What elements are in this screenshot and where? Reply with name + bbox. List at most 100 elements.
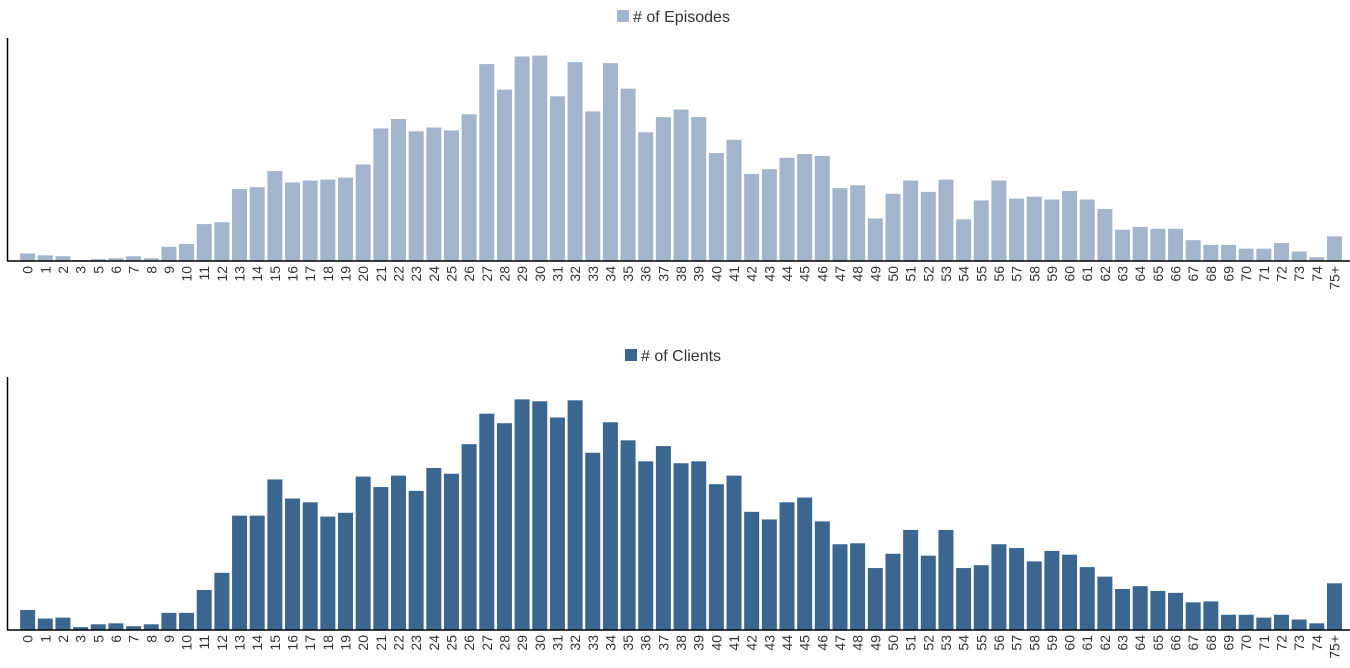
clients-bar-53[interactable] xyxy=(938,529,954,630)
episodes-bar-38[interactable] xyxy=(673,109,689,261)
clients-bar-24[interactable] xyxy=(426,468,442,630)
clients-bar-49[interactable] xyxy=(867,568,883,630)
episodes-bar-60[interactable] xyxy=(1062,190,1078,261)
clients-bar-27[interactable] xyxy=(479,413,495,630)
episodes-bar-40[interactable] xyxy=(708,153,724,261)
episodes-bar-20[interactable] xyxy=(355,164,371,261)
clients-bar-56[interactable] xyxy=(991,544,1007,630)
clients-bar-13[interactable] xyxy=(232,515,248,630)
episodes-bar-69[interactable] xyxy=(1221,244,1237,261)
episodes-bar-21[interactable] xyxy=(373,128,389,261)
clients-bar-19[interactable] xyxy=(338,512,354,630)
episodes-bar-55[interactable] xyxy=(973,200,989,261)
episodes-bar-5[interactable] xyxy=(90,259,106,261)
episodes-bar-74[interactable] xyxy=(1309,257,1325,261)
clients-bar-67[interactable] xyxy=(1185,602,1201,630)
clients-bar-54[interactable] xyxy=(956,568,972,630)
episodes-bar-65[interactable] xyxy=(1150,228,1166,261)
episodes-bar-32[interactable] xyxy=(567,62,583,262)
clients-bar-73[interactable] xyxy=(1291,619,1307,630)
clients-bar-25[interactable] xyxy=(443,473,459,630)
episodes-bar-71[interactable] xyxy=(1256,248,1272,261)
episodes-bar-72[interactable] xyxy=(1273,243,1289,261)
episodes-bar-12[interactable] xyxy=(214,222,230,261)
clients-bar-26[interactable] xyxy=(461,444,477,630)
clients-bar-28[interactable] xyxy=(496,423,512,630)
episodes-bar-26[interactable] xyxy=(461,114,477,262)
episodes-bar-1[interactable] xyxy=(37,255,53,261)
clients-bar-64[interactable] xyxy=(1132,586,1148,630)
clients-bar-45[interactable] xyxy=(797,497,813,630)
clients-bar-36[interactable] xyxy=(638,461,654,630)
clients-bar-42[interactable] xyxy=(744,511,760,630)
clients-bar-2[interactable] xyxy=(55,617,71,630)
clients-bar-18[interactable] xyxy=(320,516,336,630)
clients-bar-12[interactable] xyxy=(214,572,230,630)
episodes-legend[interactable]: # of Episodes xyxy=(617,9,730,26)
clients-bar-46[interactable] xyxy=(814,521,830,630)
clients-bar-20[interactable] xyxy=(355,476,371,630)
clients-bar-58[interactable] xyxy=(1026,561,1042,630)
episodes-bar-42[interactable] xyxy=(744,173,760,261)
clients-bar-14[interactable] xyxy=(249,515,265,630)
episodes-bar-34[interactable] xyxy=(602,63,618,262)
episodes-bar-43[interactable] xyxy=(761,169,777,261)
episodes-bar-22[interactable] xyxy=(390,119,406,261)
clients-bar-11[interactable] xyxy=(196,589,212,630)
clients-bar-74[interactable] xyxy=(1309,623,1325,630)
episodes-bar-53[interactable] xyxy=(938,179,954,261)
clients-bar-57[interactable] xyxy=(1009,548,1025,630)
episodes-bar-8[interactable] xyxy=(143,258,159,261)
episodes-bar-10[interactable] xyxy=(179,243,195,261)
episodes-bar-54[interactable] xyxy=(956,219,972,261)
episodes-bar-47[interactable] xyxy=(832,188,848,261)
episodes-bar-63[interactable] xyxy=(1115,229,1131,261)
clients-bar-15[interactable] xyxy=(267,479,283,630)
clients-bar-34[interactable] xyxy=(602,422,618,630)
episodes-bar-46[interactable] xyxy=(814,155,830,261)
clients-bar-70[interactable] xyxy=(1238,614,1254,630)
clients-bar-44[interactable] xyxy=(779,502,795,630)
episodes-bar-31[interactable] xyxy=(549,96,565,261)
clients-bar-5[interactable] xyxy=(90,624,106,630)
episodes-bar-70[interactable] xyxy=(1238,248,1254,261)
episodes-bar-56[interactable] xyxy=(991,180,1007,261)
clients-bar-17[interactable] xyxy=(302,502,318,630)
clients-bar-71[interactable] xyxy=(1256,617,1272,630)
episodes-bar-9[interactable] xyxy=(161,246,177,261)
clients-bar-61[interactable] xyxy=(1079,567,1095,630)
episodes-bar-44[interactable] xyxy=(779,157,795,261)
episodes-bar-75+[interactable] xyxy=(1326,236,1342,261)
episodes-bar-62[interactable] xyxy=(1097,208,1113,261)
episodes-bar-11[interactable] xyxy=(196,224,212,261)
clients-bar-9[interactable] xyxy=(161,612,177,630)
episodes-bar-73[interactable] xyxy=(1291,251,1307,261)
clients-bar-48[interactable] xyxy=(850,543,866,630)
clients-bar-39[interactable] xyxy=(691,461,707,630)
clients-bar-72[interactable] xyxy=(1273,614,1289,630)
clients-bar-8[interactable] xyxy=(143,624,159,630)
clients-bar-10[interactable] xyxy=(179,612,195,630)
clients-bar-63[interactable] xyxy=(1115,589,1131,630)
clients-bar-23[interactable] xyxy=(408,490,424,630)
episodes-bar-14[interactable] xyxy=(249,187,265,261)
episodes-bar-66[interactable] xyxy=(1168,228,1184,261)
clients-bar-32[interactable] xyxy=(567,400,583,630)
clients-bar-38[interactable] xyxy=(673,463,689,630)
episodes-bar-13[interactable] xyxy=(232,189,248,261)
episodes-bar-6[interactable] xyxy=(108,258,124,261)
episodes-bar-27[interactable] xyxy=(479,64,495,261)
clients-bar-41[interactable] xyxy=(726,475,742,630)
episodes-bar-41[interactable] xyxy=(726,139,742,261)
episodes-bar-16[interactable] xyxy=(285,182,301,261)
clients-bar-3[interactable] xyxy=(73,627,89,630)
episodes-bar-25[interactable] xyxy=(443,130,459,261)
episodes-bar-68[interactable] xyxy=(1203,244,1219,261)
clients-bar-50[interactable] xyxy=(885,553,901,630)
episodes-bar-57[interactable] xyxy=(1009,198,1025,261)
clients-bar-1[interactable] xyxy=(37,618,53,630)
episodes-bar-64[interactable] xyxy=(1132,226,1148,261)
episodes-bar-0[interactable] xyxy=(20,253,36,261)
episodes-bar-36[interactable] xyxy=(638,132,654,261)
episodes-bar-33[interactable] xyxy=(585,111,601,262)
